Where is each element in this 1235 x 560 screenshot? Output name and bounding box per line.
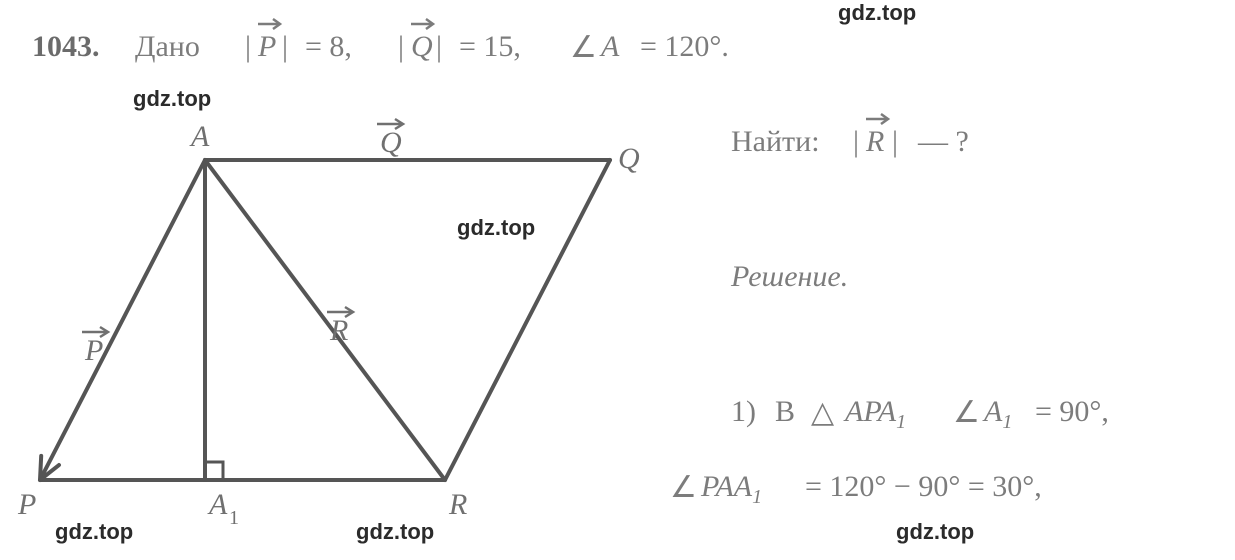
diagram: PA1RAQPQR (30, 110, 650, 530)
svg-text:Q: Q (380, 126, 402, 159)
svg-text:A: A (189, 120, 210, 153)
r-mag-open: | (853, 125, 859, 159)
svg-text:R: R (448, 488, 467, 521)
sol1-num: 1) (731, 395, 756, 429)
r-letter: R (866, 125, 884, 159)
vec-arrow-p-over (256, 18, 286, 30)
sol2-name-sub: 1 (752, 486, 762, 508)
diagram-svg: PA1RAQPQR (30, 110, 650, 530)
r-mag-close: | (892, 125, 898, 159)
eq-p: = 8, (305, 30, 352, 64)
angle-a-var: A (601, 30, 619, 64)
eq-q: = 15, (459, 30, 521, 64)
svg-text:P: P (17, 488, 36, 521)
word-dano: Дано (135, 30, 200, 64)
sol1-rhs: = 90°, (1035, 395, 1109, 429)
svg-text:Q: Q (618, 142, 640, 175)
watermark-left-upper: gdz.top (133, 86, 211, 112)
sol2-name: PAA1 (701, 470, 762, 509)
q-mag-open: | (398, 30, 404, 64)
find-dashq: — ? (918, 125, 969, 159)
svg-text:P: P (84, 334, 103, 367)
solution-heading: Решение. (731, 260, 848, 294)
sol2-name-main: PAA (701, 470, 752, 503)
page: gdz.top gdz.top gdz.top gdz.top gdz.top … (0, 0, 1235, 560)
word-find: Найти: (731, 125, 820, 159)
svg-text:R: R (329, 314, 348, 347)
q-mag-close: | (436, 30, 442, 64)
p-mag-open: | (245, 30, 251, 64)
p-letter: P (258, 30, 276, 64)
sol1-triname: APA1 (845, 395, 906, 434)
vec-arrow-q-over (409, 18, 439, 30)
sol1-A-main: A (984, 395, 1002, 428)
sol1-angle: ∠ (953, 395, 980, 430)
sol1-in: В (775, 395, 795, 429)
p-letter-text: P (258, 30, 276, 63)
r-letter-text: R (866, 125, 884, 158)
q-letter: Q (411, 30, 433, 64)
sol1-A-sub: 1 (1002, 411, 1012, 433)
sol1-triname-main: APA (845, 395, 896, 428)
watermark-top-right: gdz.top (838, 0, 916, 26)
eq-a-rhs: = 120°. (640, 30, 729, 64)
sol1-tri-sub: 1 (896, 411, 906, 433)
vec-arrow-r-over (864, 113, 894, 125)
problem-number: 1043. (32, 30, 100, 64)
sol1-A: A1 (984, 395, 1012, 434)
p-mag-close: | (282, 30, 288, 64)
angle-a-sym: ∠ (570, 30, 597, 65)
sol2-rhs: = 120° − 90° = 30°, (805, 470, 1042, 504)
svg-text:1: 1 (229, 507, 239, 529)
watermark-bottom-right: gdz.top (896, 519, 974, 545)
sol2-angle: ∠ (670, 470, 697, 505)
q-letter-text: Q (411, 30, 433, 63)
svg-text:A: A (207, 488, 228, 521)
sol1-tri: △ (811, 395, 834, 430)
